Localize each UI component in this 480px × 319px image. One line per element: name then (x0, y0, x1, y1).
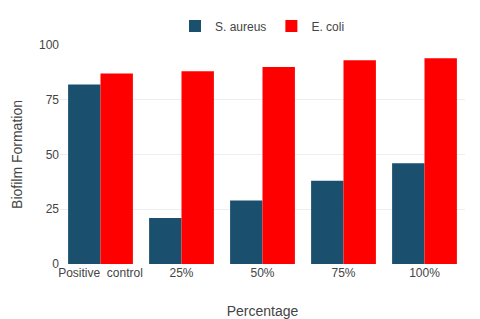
svg-text:50: 50 (46, 148, 60, 162)
svg-text:75%: 75% (331, 266, 355, 280)
svg-text:Percentage: Percentage (227, 303, 299, 319)
svg-text:50%: 50% (250, 266, 274, 280)
svg-text:75: 75 (46, 93, 60, 107)
svg-text:Positive control: Positive control (58, 266, 143, 280)
svg-text:E. coli: E. coli (311, 20, 344, 34)
svg-text:0: 0 (52, 257, 59, 271)
svg-text:25%: 25% (169, 266, 193, 280)
svg-text:100%: 100% (409, 266, 440, 280)
svg-text:100: 100 (39, 38, 59, 52)
svg-text:25: 25 (46, 202, 60, 216)
svg-text:S. aureus: S. aureus (215, 20, 266, 34)
svg-text:Biofilm Formation: Biofilm Formation (9, 100, 25, 209)
